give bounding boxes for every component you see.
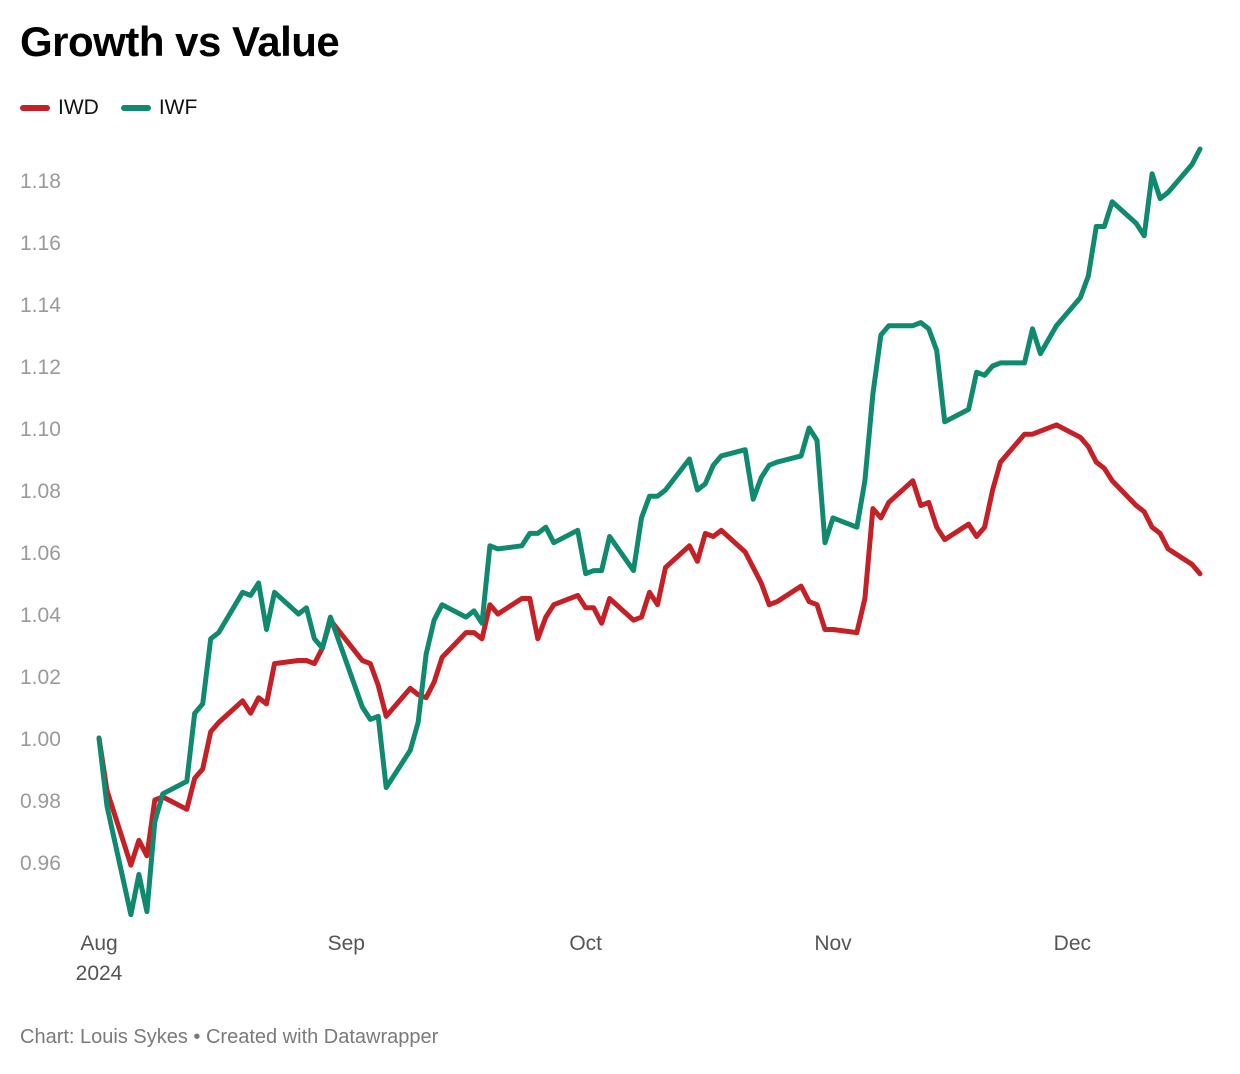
legend-label-iwd: IWD xyxy=(58,96,99,119)
x-tick-sublabel: 2024 xyxy=(76,962,123,985)
y-tick-label: 1.04 xyxy=(20,604,61,627)
x-tick-label: Oct xyxy=(569,932,602,955)
y-tick-label: 1.16 xyxy=(20,232,61,255)
y-tick-label: 1.12 xyxy=(20,356,61,379)
y-tick-label: 1.02 xyxy=(20,666,61,689)
legend: IWD IWF xyxy=(20,96,219,120)
legend-label-iwf: IWF xyxy=(158,96,198,119)
legend-item-iwd: IWD xyxy=(20,96,99,120)
chart-credit: Chart: Louis Sykes • Created with Datawr… xyxy=(20,1026,439,1048)
chart-title: Growth vs Value xyxy=(20,18,340,65)
y-tick-label: 1.06 xyxy=(20,542,61,565)
series-line-iwf xyxy=(96,146,1203,918)
x-tick-label: Nov xyxy=(814,932,852,955)
x-tick-label: Aug xyxy=(80,932,117,955)
y-tick-label: 0.98 xyxy=(20,790,61,813)
y-tick-label: 1.08 xyxy=(20,480,61,503)
series-line-iwd xyxy=(96,422,1203,868)
legend-swatch-iwf xyxy=(120,105,151,111)
y-tick-label: 1.14 xyxy=(20,294,61,317)
x-tick-label: Sep xyxy=(328,932,365,955)
legend-item-iwf: IWF xyxy=(120,96,198,120)
x-tick-label: Dec xyxy=(1054,932,1091,955)
y-tick-label: 1.10 xyxy=(20,418,61,441)
y-tick-label: 1.18 xyxy=(20,170,61,193)
legend-swatch-iwd xyxy=(20,105,50,111)
y-tick-label: 1.00 xyxy=(20,728,61,751)
y-tick-label: 0.96 xyxy=(20,852,61,875)
